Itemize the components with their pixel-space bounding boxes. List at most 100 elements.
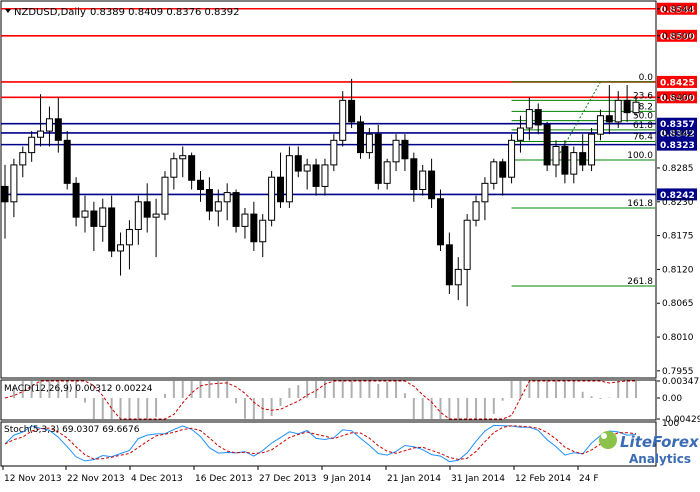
candle-body-up: [134, 201, 142, 230]
candle: [312, 158, 320, 196]
fibonacci-layer: 0.0 23.638.250.061.8 76.4 100.0 161.8 261.8: [511, 73, 655, 287]
candle-body-up: [330, 139, 338, 166]
candle: [552, 140, 560, 178]
candle: [356, 115, 364, 159]
level-price-label: 0.8323: [660, 141, 695, 151]
candle-body-up: [214, 201, 222, 212]
candle-body-up: [161, 176, 169, 215]
price-tick-label: 0.8500: [662, 32, 694, 42]
candle-body-up: [552, 145, 560, 166]
candle: [188, 152, 196, 190]
candle-body-down: [436, 198, 444, 246]
candle-body-down: [54, 118, 62, 141]
candle-body-up: [241, 213, 249, 227]
candle-body-up: [37, 130, 45, 138]
candle: [525, 97, 533, 141]
liteforex-logo-icon: [599, 431, 617, 449]
candle: [54, 97, 62, 153]
symbol-label: NZDUSD,Daily: [14, 7, 86, 18]
candle-body-down: [250, 213, 258, 243]
candle-body-up: [321, 164, 329, 187]
price-tick-label: 0.8230: [662, 198, 694, 208]
candle-body-up: [152, 213, 160, 218]
macd-tick-label: 0.00: [662, 394, 682, 404]
candle-body-up: [19, 152, 27, 166]
level-price-label: 0.8425: [660, 78, 695, 88]
candle-body-up: [588, 133, 596, 166]
date-tick-label: 22 Nov 2013: [67, 474, 125, 484]
candle-body-down: [623, 99, 631, 114]
macd-tick-label: 0.00347: [662, 377, 699, 387]
candle-body-up: [570, 152, 578, 175]
candle: [205, 177, 213, 221]
watermark-sub: Analytics: [629, 452, 691, 466]
candle: [232, 189, 240, 233]
candle-body-up: [365, 133, 373, 154]
macd-tick-label: -0.00429: [662, 415, 700, 425]
candle-body-down: [428, 170, 436, 200]
symbol-dropdown-icon[interactable]: [5, 9, 11, 13]
candle: [241, 207, 249, 239]
candle-body-up: [614, 99, 622, 123]
candle: [561, 140, 569, 184]
macd-pane-frame: [0, 379, 657, 421]
candle: [28, 131, 36, 162]
candle: [143, 183, 151, 233]
candle-body-up: [383, 161, 391, 184]
fib-level-label: 161.8: [627, 199, 653, 209]
candle-body-down: [410, 158, 418, 191]
candle-body-up: [28, 136, 36, 154]
candle-body-down: [90, 210, 98, 227]
level-price-label: 0.8357: [660, 120, 695, 130]
candle-body-up: [117, 244, 125, 252]
stoch-pane-frame: [0, 421, 657, 467]
macd-label: MACD(12,26,9) 0.00312 0.00224: [4, 384, 153, 394]
level-price-tag: [657, 138, 697, 151]
candle: [490, 158, 498, 190]
price-tick-label: 0.8285: [662, 164, 694, 174]
candle-body-up: [632, 101, 640, 114]
candle: [90, 201, 98, 251]
candle: [428, 158, 436, 208]
level-price-label: 0.8500: [660, 32, 695, 42]
level-price-label: 0.8342: [660, 129, 695, 139]
macd-indicator: 0.00347 0.00 -0.00429: [4, 377, 700, 425]
candle-body-up: [525, 109, 533, 129]
price-tick-label: 0.8544: [662, 5, 694, 15]
level-price-tag: [657, 75, 697, 88]
candle-body-up: [472, 201, 480, 221]
candle: [392, 134, 400, 172]
candle: [632, 97, 640, 116]
candle-body-down: [1, 185, 9, 203]
stoch-tick-label: 100: [662, 419, 679, 429]
fib-level-label: 100.0: [627, 151, 653, 161]
price-tick-label: 0.7955: [662, 367, 694, 377]
candle-body-down: [205, 189, 213, 212]
candle: [108, 195, 116, 258]
date-tick-label: 24 F: [579, 474, 599, 484]
candle: [614, 91, 622, 129]
fib-level-label: 61.8: [633, 121, 653, 131]
level-price-tag: [657, 91, 697, 104]
candle-body-down: [232, 192, 240, 227]
candle-body-down: [445, 244, 453, 286]
candle: [516, 115, 524, 153]
candle: [321, 158, 329, 196]
candle: [454, 257, 462, 301]
date-axis: 12 Nov 2013 22 Nov 2013 4 Dec 2013 16 Dec 2…: [2, 466, 599, 484]
candle: [63, 131, 71, 190]
level-price-tag: [657, 2, 697, 15]
price-tick-label: 0.8010: [662, 333, 694, 343]
candle-body-down: [561, 145, 569, 175]
candle-body-up: [392, 139, 400, 163]
candle: [605, 84, 613, 135]
stoch-indicator: 100: [4, 419, 679, 463]
candle-body-up: [463, 219, 471, 270]
candle: [543, 121, 551, 172]
candle-body-up: [596, 115, 604, 135]
candle-body-up: [419, 170, 427, 190]
stoch-main-line: [4, 424, 637, 463]
candle: [570, 146, 578, 184]
